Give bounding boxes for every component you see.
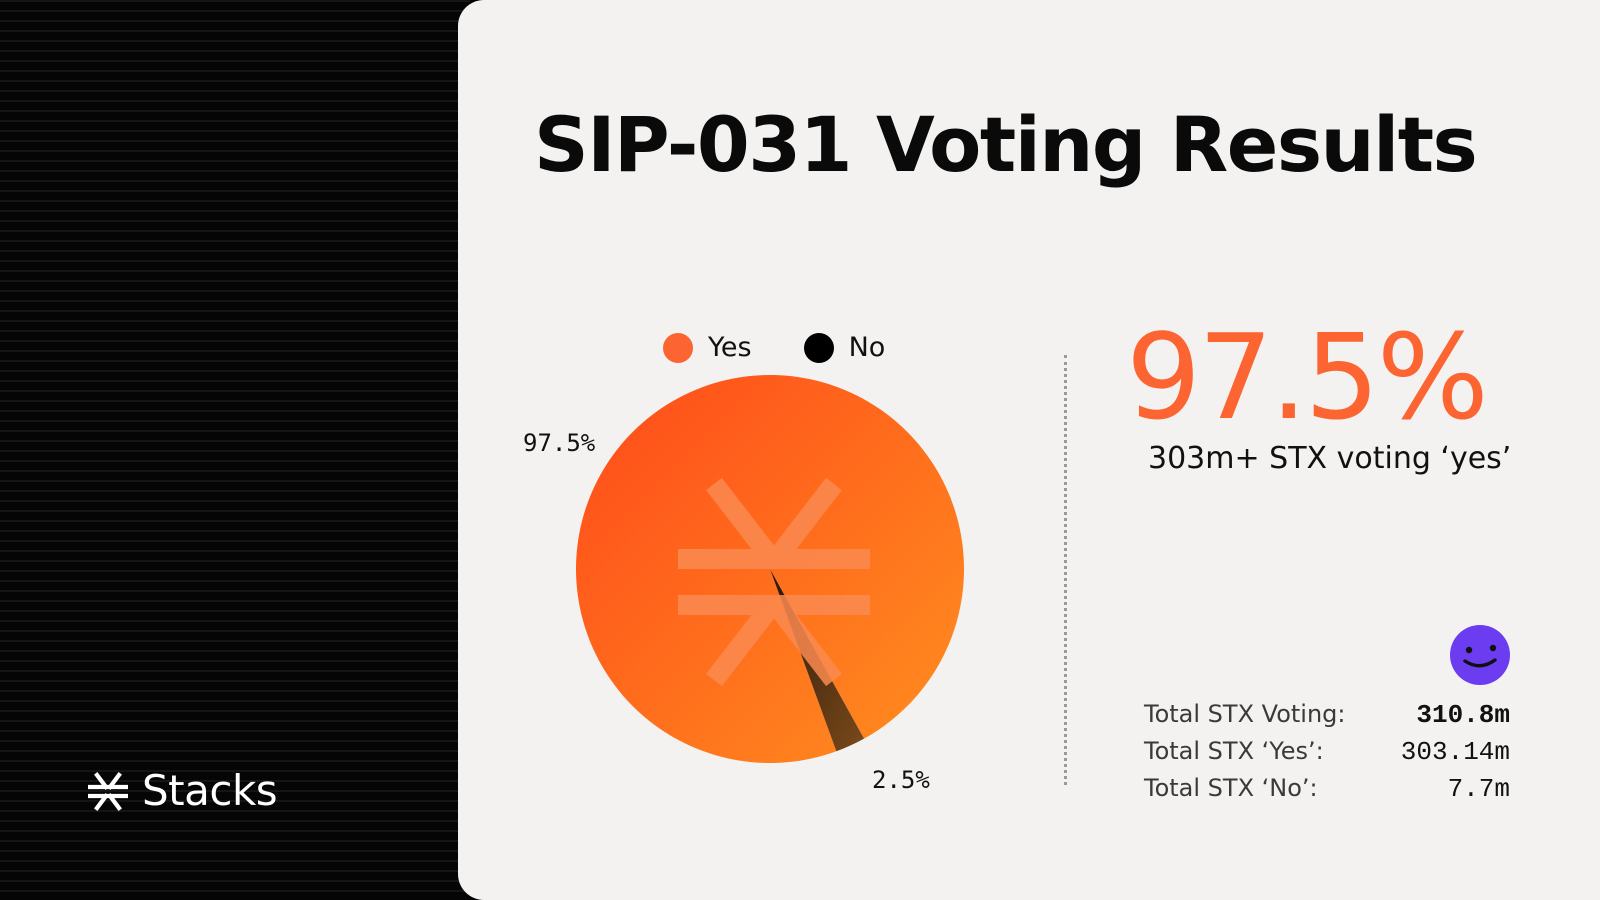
stat-value: 7.7m (1447, 774, 1510, 804)
stat-label: Total STX ‘Yes’: (1144, 737, 1324, 765)
stat-row-total: Total STX Voting: 310.8m (1144, 700, 1510, 737)
results-card: SIP-031 Voting Results Yes No (458, 0, 1600, 900)
brand: Stacks (88, 766, 278, 815)
slice-label-yes: 97.5% (523, 429, 596, 457)
stats-table: Total STX Voting: 310.8m Total STX ‘Yes’… (1144, 700, 1510, 811)
legend-item-yes: Yes (663, 332, 752, 363)
legend-swatch-no (803, 332, 834, 363)
legend-label-no: No (848, 332, 886, 363)
page-title: SIP-031 Voting Results (534, 100, 1478, 189)
stat-value: 310.8m (1416, 700, 1510, 730)
chart-legend: Yes No (663, 332, 885, 363)
legend-item-no: No (803, 332, 886, 363)
stat-value: 303.14m (1400, 737, 1510, 767)
legend-label-yes: Yes (708, 332, 752, 363)
headline-subtitle: 303m+ STX voting ‘yes’ (1148, 441, 1512, 476)
left-panel: Stacks (0, 0, 470, 900)
slice-label-no: 2.5% (872, 766, 930, 794)
headline-percentage: 97.5% (1126, 308, 1489, 446)
stat-row-yes: Total STX ‘Yes’: 303.14m (1144, 737, 1510, 774)
legend-swatch-yes (663, 332, 693, 363)
divider (1064, 355, 1067, 785)
brand-name: Stacks (142, 766, 278, 815)
stat-row-no: Total STX ‘No’: 7.7m (1144, 774, 1510, 811)
smiley-avatar-icon (1450, 625, 1510, 685)
pie-chart (576, 374, 965, 763)
stat-label: Total STX ‘No’: (1144, 774, 1318, 802)
stat-label: Total STX Voting: (1144, 700, 1346, 728)
stacks-watermark-icon (678, 477, 870, 687)
stacks-logo-icon (88, 771, 128, 811)
